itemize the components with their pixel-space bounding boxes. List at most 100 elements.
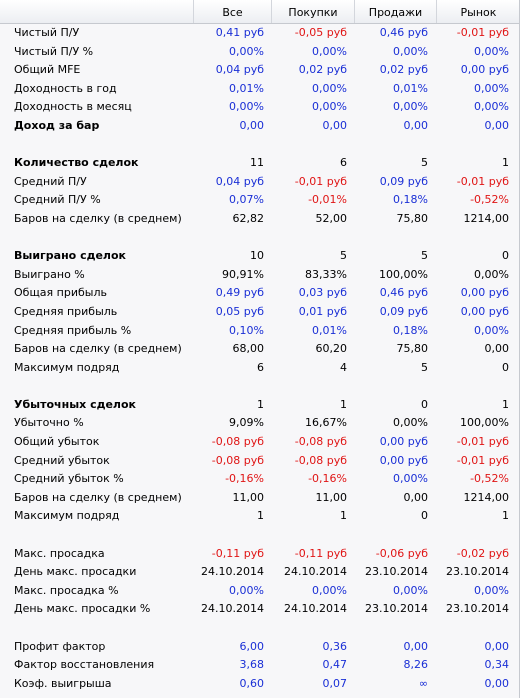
value-cell: 9,09% [229,416,264,430]
value-cell: 0,09 руб [379,174,428,188]
value-cell: -0,11 руб [211,546,264,560]
value-cell: 0,00 [484,342,510,356]
column-header-sells[interactable]: Продажи [354,0,436,23]
value-cell: 1 [340,509,347,523]
value-cell: 90,91% [222,267,264,281]
value-cell: 0 [421,509,428,523]
value-cell: 0,10% [229,323,264,337]
row-label: Выиграно сделок [14,249,127,263]
value-cell: 6 [257,360,264,374]
value-cell: 1 [502,156,509,170]
value-cell: -0,52% [470,472,509,486]
value-cell: 4 [340,360,347,374]
value-cell: 52,00 [315,211,348,225]
value-cell: 60,20 [315,342,348,356]
column-header-buys[interactable]: Покупки [271,0,354,23]
value-cell: -0,08 руб [294,435,347,449]
value-cell: 0,00% [474,267,509,281]
row-label: Общий убыток [14,435,100,449]
value-cell: 0,02 руб [379,63,428,77]
value-cell: 0,00% [229,44,264,58]
value-cell: -0,08 руб [294,453,347,467]
value-cell: 1 [257,509,264,523]
row-label: Средний П/У % [14,193,101,207]
value-cell: 0,41 руб [215,26,264,39]
value-cell [266,377,347,396]
value-cell: 6 [340,156,347,170]
value-cell [266,526,347,545]
row-label: Выиграно % [14,267,85,281]
value-cell [266,136,347,155]
value-cell: 0,46 руб [379,26,428,39]
table-row: Выиграно сделок 10 5 5 0 [0,247,520,266]
value-cell: -0,52% [470,193,509,207]
value-cell: 0,01 руб [298,304,347,318]
row-label: Убыточных сделок [14,397,137,411]
value-cell: 1 [502,397,509,411]
value-cell: 0,01% [312,323,347,337]
column-header-market[interactable]: Рынок [436,0,520,23]
value-cell: 24.10.2014 [284,565,347,579]
value-cell: 1 [257,397,264,411]
value-cell: -0,16% [308,472,347,486]
row-label: Баров на сделку (в среднем) [14,342,182,356]
value-cell: ∞ [418,676,428,690]
column-header-all[interactable]: Все [193,0,271,23]
value-cell: 10 [250,249,264,263]
table-row: Количество сделок 11 6 5 1 [0,154,520,173]
value-cell [429,229,509,248]
table-row: Средний убыток -0,08 руб -0,08 руб 0,00 руб… [0,452,520,471]
value-cell: 0,07 [322,676,348,690]
value-cell: 0,00 руб [460,63,509,77]
row-label: Средний убыток % [14,472,124,486]
value-cell: 5 [421,156,428,170]
table-row: Баров на сделку (в среднем) 11,00 11,00 0,0… [0,489,520,508]
value-cell: 0,00% [393,472,428,486]
table-row: Средний П/У % 0,07% -0,01% 0,18% -0,52% [0,191,520,210]
row-label: Средний убыток [14,453,110,467]
value-cell: 0,00% [474,100,509,114]
table-row: Доход за бар 0,00 0,00 0,00 0,00 [0,117,520,136]
value-cell [144,136,264,155]
value-cell: 0,00 руб [460,286,509,300]
table-row: Средний убыток % -0,16% -0,16% 0,00% -0,52% [0,470,520,489]
row-label: Общая прибыль [14,286,107,300]
value-cell: 0,00% [474,81,509,95]
value-cell: 0,00% [474,583,509,597]
value-cell: 100,00% [379,267,428,281]
value-cell: 0,07% [229,193,264,207]
value-cell: 75,80 [396,342,429,356]
row-label: Максимум подряд [14,509,120,523]
table-row: Общая прибыль 0,49 руб 0,03 руб 0,46 руб 0,0… [0,284,520,303]
value-cell: 0,60 [239,676,265,690]
value-cell: 5 [340,249,347,263]
value-cell: 1214,00 [463,211,510,225]
value-cell [348,619,428,638]
value-cell [266,619,347,638]
value-cell: 0,00% [393,100,428,114]
table-row: Макс. просадка -0,11 руб -0,11 руб -0,06 ру… [0,545,520,564]
value-cell: 0,34 [484,658,510,672]
table-row: Общий убыток -0,08 руб -0,08 руб 0,00 руб -0… [0,433,520,452]
value-cell: 16,67% [305,416,347,430]
value-cell: 0,00 [322,118,348,132]
row-label: Баров на сделку (в среднем) [14,490,182,504]
value-cell: 0,00 [403,118,429,132]
value-cell: 0,46 руб [379,286,428,300]
value-cell: 0,00% [312,81,347,95]
value-cell [429,377,509,396]
value-cell: 0,00% [474,44,509,58]
table-row: Общий MFE 0,04 руб 0,02 руб 0,02 руб 0,00 ру… [0,61,520,80]
value-cell: 100,00% [460,416,509,430]
value-cell: 1214,00 [463,490,510,504]
value-cell: 6,00 [239,639,265,653]
value-cell: 0 [421,397,428,411]
value-cell: 62,82 [232,211,265,225]
value-cell: -0,05 руб [294,26,347,39]
column-header-row: Все Покупки Продажи Рынок [0,0,520,24]
value-cell: -0,01 руб [456,174,509,188]
value-cell: 1 [340,397,347,411]
value-cell: -0,01 руб [456,453,509,467]
value-cell [144,229,264,248]
spacer-row [0,229,520,248]
